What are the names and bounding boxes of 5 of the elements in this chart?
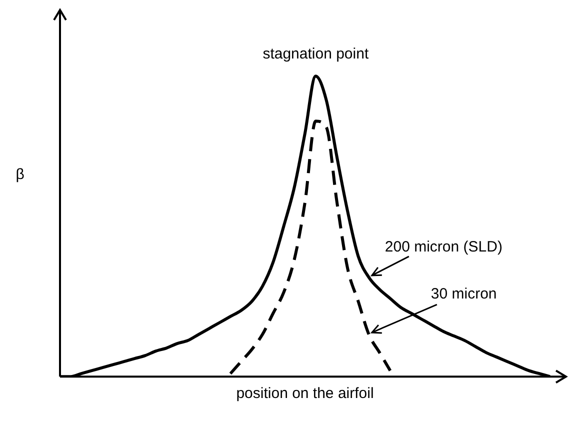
x-axis-title: position on the airfoil	[236, 385, 374, 402]
text: stagnation point	[262, 46, 370, 63]
y-axis-title: β	[16, 166, 25, 183]
series-label: 200 micron (SLD)	[384, 238, 502, 256]
text: 30 micron	[430, 286, 497, 303]
